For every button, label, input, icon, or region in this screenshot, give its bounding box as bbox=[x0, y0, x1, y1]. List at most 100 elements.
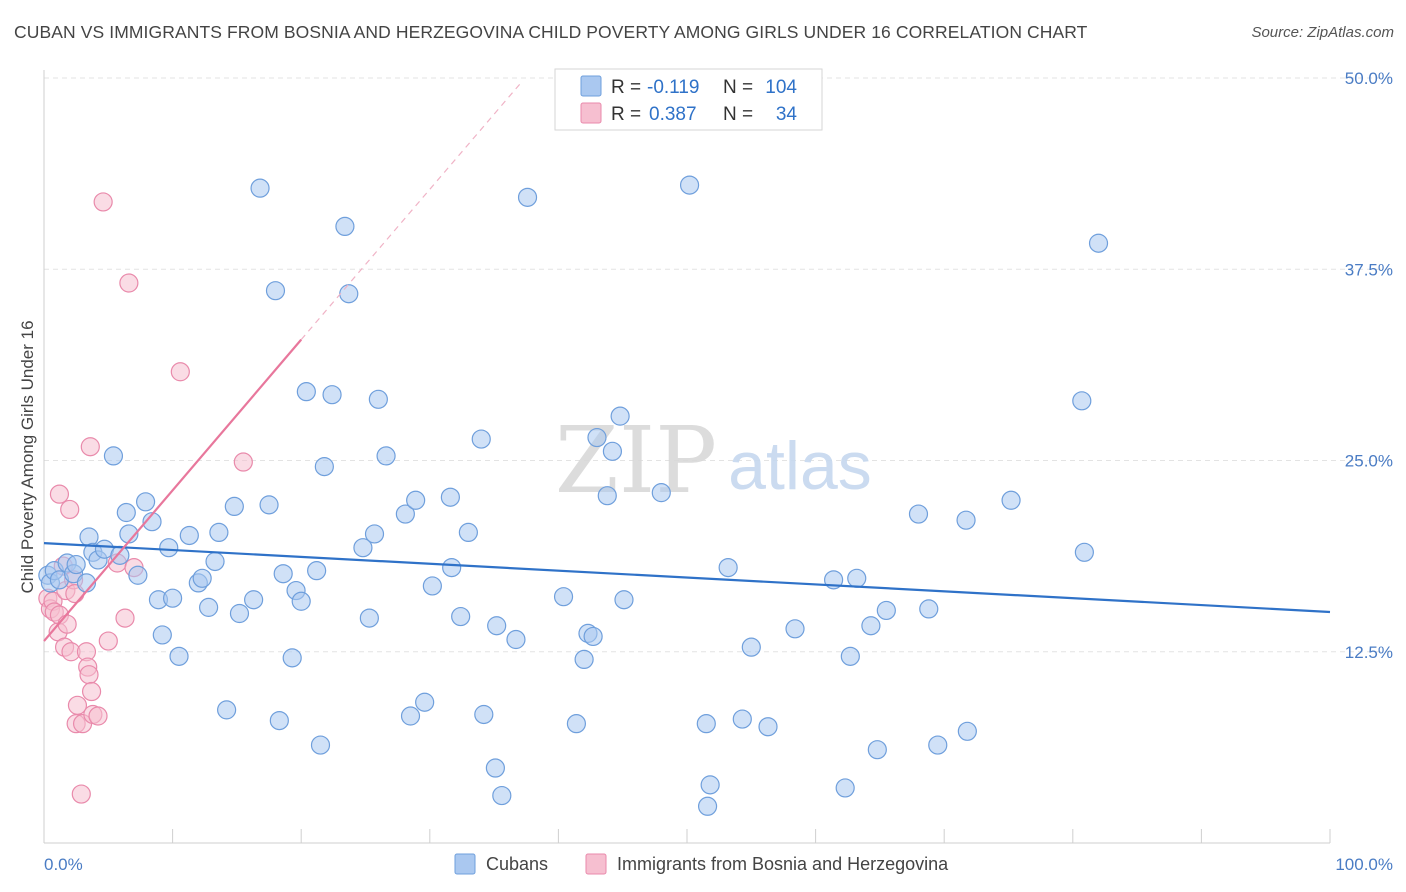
bosnia-point bbox=[80, 437, 100, 457]
cubans-point bbox=[335, 216, 355, 237]
cubans-point bbox=[273, 564, 293, 584]
trend-lines bbox=[43, 83, 1331, 642]
series-legend-label-bosnia: Immigrants from Bosnia and Herzegovina bbox=[617, 854, 949, 874]
cubans-point bbox=[1001, 490, 1021, 510]
cubans-point bbox=[679, 175, 700, 195]
cubans-point bbox=[506, 629, 526, 650]
cubans-point bbox=[602, 441, 623, 461]
cubans-point bbox=[250, 178, 270, 198]
series-legend-swatch-bosnia bbox=[585, 853, 607, 875]
cubans-point bbox=[359, 608, 379, 628]
cubans-point bbox=[840, 646, 860, 666]
cubans-point bbox=[718, 557, 738, 578]
cubans-point bbox=[395, 504, 415, 524]
grid-lines bbox=[44, 77, 1393, 653]
bosnia-point bbox=[98, 631, 118, 651]
cubans-series bbox=[38, 175, 1109, 816]
cubans-point bbox=[1074, 542, 1094, 562]
cubans-point bbox=[697, 796, 718, 816]
watermark-atlas: atlas bbox=[728, 428, 872, 504]
legend-r-label-bosnia: R = bbox=[611, 104, 641, 125]
y-tick-label: 37.5% bbox=[1345, 260, 1393, 279]
chart-source: Source: ZipAtlas.com bbox=[1251, 24, 1394, 41]
cubans-point bbox=[179, 525, 199, 546]
cubans-point bbox=[282, 648, 302, 668]
legend-n-value-cubans: 104 bbox=[765, 77, 797, 98]
bosnia-point bbox=[60, 499, 80, 520]
legend-r-label-cubans: R = bbox=[611, 77, 641, 98]
cubans-point bbox=[458, 522, 478, 543]
cubans-point bbox=[142, 512, 162, 532]
cubans-point bbox=[732, 709, 752, 729]
cubans-point bbox=[517, 187, 538, 207]
legend-swatch-bosnia bbox=[580, 102, 602, 124]
cubans-point bbox=[1072, 391, 1092, 411]
cubans-point bbox=[163, 588, 183, 608]
series-legend-label-cubans: Cubans bbox=[486, 854, 548, 874]
cubans-point bbox=[422, 576, 442, 596]
watermark-zip: ZIP bbox=[555, 407, 717, 514]
cubans-point bbox=[339, 284, 359, 304]
bosnia-point bbox=[79, 665, 99, 685]
cubans-point bbox=[244, 590, 264, 610]
cubans-point bbox=[442, 557, 462, 578]
cubans-point bbox=[169, 646, 189, 666]
cubans-point bbox=[307, 561, 327, 581]
cubans-point bbox=[217, 700, 237, 720]
stats-legend: R = -0.119 N = 104 R = 0.387 N = 34 bbox=[554, 68, 823, 131]
cubans-point bbox=[229, 603, 250, 624]
cubans-point bbox=[861, 616, 881, 636]
cubans-point bbox=[700, 775, 720, 795]
cubans-point bbox=[583, 626, 603, 647]
bosnia-point bbox=[67, 695, 88, 715]
bosnia-trend-line bbox=[43, 338, 303, 642]
cubans-point bbox=[291, 591, 311, 611]
bosnia-point bbox=[88, 706, 108, 726]
cubans-point bbox=[574, 649, 594, 670]
cubans-point bbox=[209, 522, 229, 543]
cubans-point bbox=[66, 554, 86, 575]
cubans-point bbox=[474, 704, 494, 725]
bosnia-point bbox=[233, 452, 253, 472]
cubans-point bbox=[265, 281, 286, 301]
series-legend-swatch-cubans bbox=[454, 853, 476, 875]
bosnia-trend-extension bbox=[300, 83, 521, 341]
cubans-point bbox=[110, 545, 130, 565]
cubans-point bbox=[876, 600, 896, 621]
cubans-point bbox=[919, 599, 939, 619]
y-axis-label: Child Poverty Among Girls Under 16 bbox=[18, 320, 37, 593]
cubans-point bbox=[487, 616, 507, 636]
cubans-point bbox=[353, 538, 373, 558]
bosnia-point bbox=[170, 362, 190, 382]
y-tick-label: 50.0% bbox=[1345, 69, 1393, 88]
cubans-point bbox=[192, 568, 212, 588]
cubans-point bbox=[135, 492, 156, 512]
cubans-point bbox=[400, 706, 421, 726]
cubans-point bbox=[451, 606, 471, 627]
cubans-point bbox=[741, 637, 761, 657]
cubans-point bbox=[587, 427, 607, 448]
cubans-point bbox=[128, 565, 148, 585]
cubans-trend-line bbox=[43, 542, 1331, 614]
cubans-point bbox=[957, 721, 977, 741]
cubans-point bbox=[224, 496, 244, 516]
x-tick-marks bbox=[43, 829, 1331, 843]
x-tick-label-max: 100.0% bbox=[1335, 855, 1393, 874]
cubans-point bbox=[553, 587, 574, 607]
cubans-point bbox=[406, 490, 426, 510]
bosnia-point bbox=[49, 484, 70, 504]
legend-n-label-bosnia: N = bbox=[723, 104, 753, 125]
chart-title: CUBAN VS IMMIGRANTS FROM BOSNIA AND HERZ… bbox=[14, 22, 1088, 42]
bosnia-point bbox=[115, 608, 135, 628]
cubans-point bbox=[610, 406, 630, 426]
cubans-point bbox=[116, 502, 136, 523]
bosnia-point bbox=[81, 681, 102, 702]
bosnia-point bbox=[71, 784, 91, 804]
cubans-point bbox=[310, 735, 331, 755]
series-legend: Cubans Immigrants from Bosnia and Herzeg… bbox=[454, 853, 949, 875]
bosnia-point bbox=[57, 614, 77, 634]
cubans-point bbox=[651, 483, 671, 503]
cubans-point bbox=[835, 778, 855, 798]
x-tick-label-min: 0.0% bbox=[44, 855, 83, 874]
